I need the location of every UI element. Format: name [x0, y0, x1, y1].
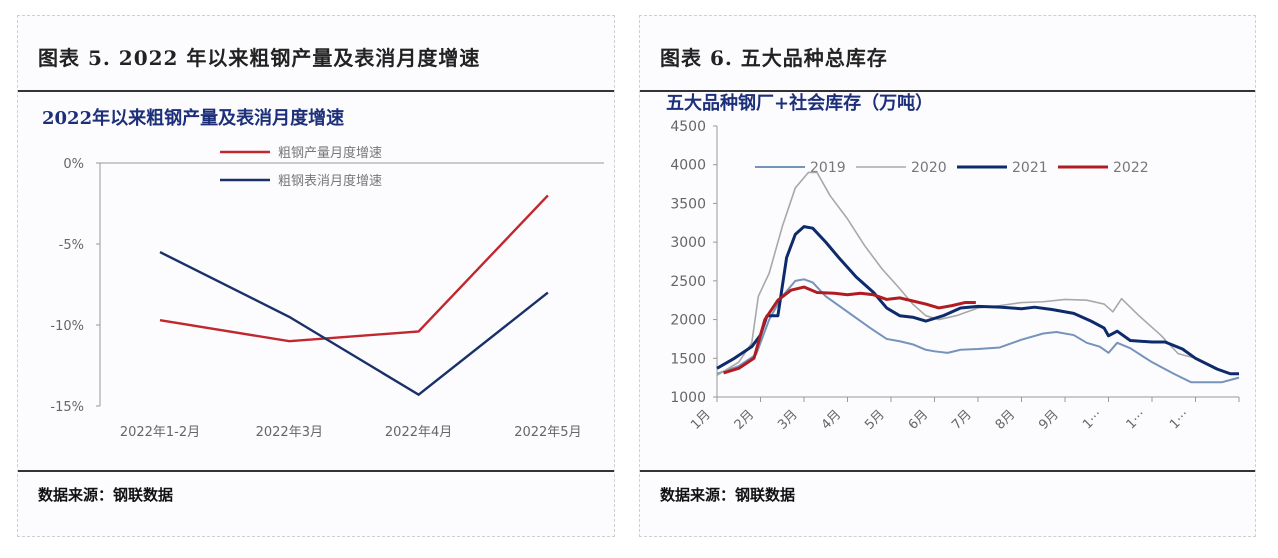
divider: [18, 90, 614, 92]
chart-panel-production: 图表 5. 2022 年以来粗钢产量及表消月度增速 数据来源：钢联数据: [17, 15, 615, 537]
divider: [640, 470, 1255, 472]
panel-title: 图表 6. 五大品种总库存: [660, 46, 888, 70]
panel-title: 图表 5. 2022 年以来粗钢产量及表消月度增速: [38, 46, 481, 70]
chart-panel-inventory: 图表 6. 五大品种总库存 数据来源：钢联数据: [639, 15, 1256, 537]
source-note: 数据来源：钢联数据: [660, 486, 796, 504]
source-note: 数据来源：钢联数据: [38, 486, 174, 504]
divider: [640, 90, 1255, 92]
divider: [18, 470, 614, 472]
